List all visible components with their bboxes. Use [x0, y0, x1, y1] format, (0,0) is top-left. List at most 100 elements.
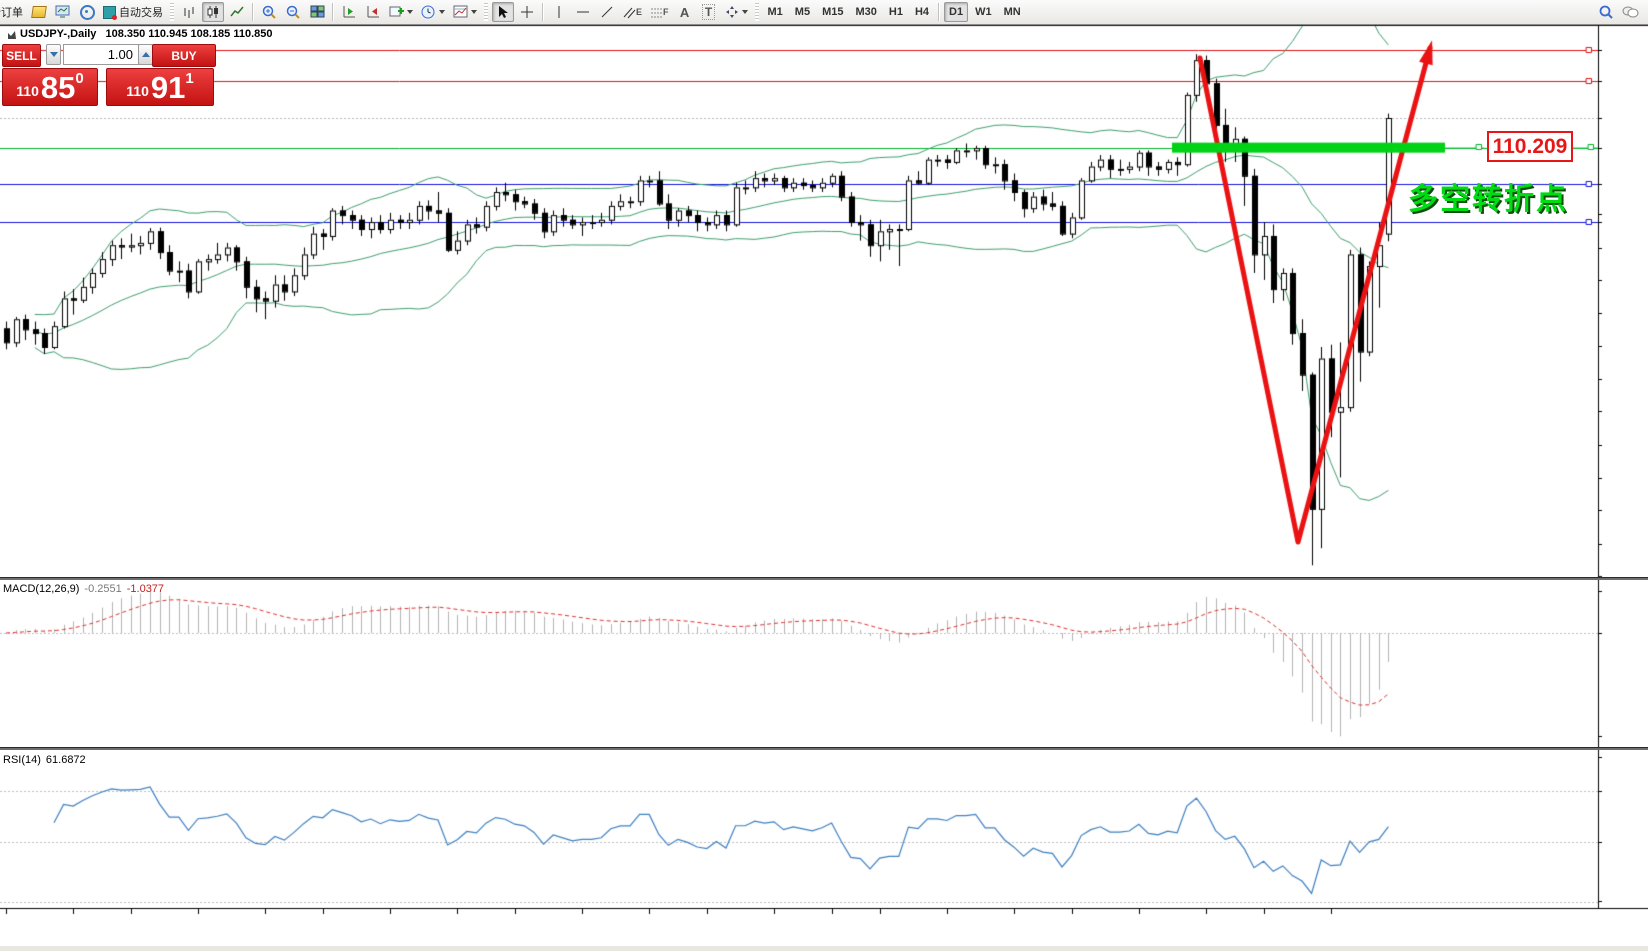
tile-windows-button[interactable]: [306, 2, 328, 22]
main-toolbar: 新订单 自动交易: [0, 0, 1648, 25]
buy-price-handle: 110: [126, 83, 149, 99]
toolbar-grip: [170, 3, 174, 21]
line-chart-icon: [230, 6, 244, 17]
autotrading-icon: [103, 5, 117, 20]
tf-m30-button[interactable]: M30: [855, 6, 877, 18]
vertical-line-icon: [558, 6, 560, 18]
order-history-icon[interactable]: [28, 2, 50, 22]
tf-m15-button[interactable]: M15: [822, 6, 844, 18]
trendline-icon: [601, 6, 613, 18]
arrows-icon: [725, 6, 738, 18]
text-tool-button[interactable]: A: [674, 2, 696, 22]
chat-button[interactable]: [1619, 2, 1642, 22]
dropdown-caret: [471, 10, 477, 14]
rsi-panel-splitter[interactable]: [0, 747, 1648, 750]
tf-h1-button[interactable]: H1: [888, 6, 903, 18]
candle-chart-icon: [207, 6, 218, 18]
hline-tool-button[interactable]: [572, 2, 594, 22]
bar-chart-button[interactable]: [178, 2, 200, 22]
fibonacci-tool-button[interactable]: F: [647, 2, 672, 22]
macd-main-value: -0.2551: [84, 583, 122, 595]
buy-button[interactable]: BUY: [152, 44, 216, 67]
monitor-icon: [55, 5, 70, 18]
toolbar-separator: [332, 3, 334, 21]
chart-window-icon: [8, 31, 16, 39]
crosshair-tool-button[interactable]: [516, 2, 538, 22]
profile-prev-button[interactable]: [362, 2, 384, 22]
sell-price-point: 0: [75, 70, 84, 87]
add-indicator-icon: [389, 6, 404, 17]
volume-down-button[interactable]: [46, 44, 61, 65]
new-order-label: 新订单: [0, 7, 23, 19]
add-indicator-button[interactable]: [386, 2, 416, 22]
zoom-out-icon: [286, 5, 300, 19]
tf-mn-button[interactable]: MN: [1003, 6, 1021, 18]
periods-button[interactable]: [418, 2, 448, 22]
symbol-period-label: USDJPY-,Daily: [20, 28, 97, 40]
dropdown-caret: [439, 10, 445, 14]
macd-signal-value: -1.0377: [126, 583, 165, 595]
fibonacci-tag: F: [663, 7, 669, 17]
channel-tool-button[interactable]: E: [620, 2, 645, 22]
market-watch-icon[interactable]: [52, 2, 74, 22]
toolbar-separator: [938, 3, 941, 21]
bar-chart-icon: [184, 7, 194, 18]
tf-w1-button[interactable]: W1: [975, 6, 992, 18]
autotrading-button[interactable]: 自动交易: [100, 2, 166, 22]
volume-up-button[interactable]: [138, 44, 153, 65]
chart-back-icon: [367, 6, 379, 18]
support-price-callout[interactable]: 110.209: [1487, 131, 1573, 162]
buy-price-button[interactable]: 110 91 1: [106, 68, 214, 106]
cursor-tool-button[interactable]: [492, 2, 514, 22]
down-triangle-icon: [49, 52, 58, 57]
line-chart-button[interactable]: [226, 2, 248, 22]
rsi-indicator-label: RSI(14) 61.6872: [3, 754, 86, 766]
tf-h4-button[interactable]: H4: [914, 6, 930, 18]
zoom-in-icon: [262, 5, 276, 19]
tf-m5-button[interactable]: M5: [794, 6, 811, 18]
buy-price-pips: 91: [150, 70, 186, 105]
clock-icon: [421, 5, 435, 18]
buy-price-point: 1: [185, 70, 194, 87]
macd-indicator-label: MACD(12,26,9) -0.2551 -1.0377: [3, 583, 165, 595]
search-icon: [1599, 5, 1613, 19]
toolbar-grip: [754, 3, 759, 21]
crosshair-icon: [521, 6, 533, 18]
toolbar-grip: [484, 3, 488, 21]
chart-title: USDJPY-,Daily 108.350 110.945 108.185 11…: [20, 28, 273, 40]
sell-price-handle: 110: [16, 83, 39, 99]
new-order-button[interactable]: 新订单: [0, 2, 26, 22]
chat-icon: [1622, 6, 1639, 18]
dropdown-caret: [741, 10, 748, 14]
text-label-tool-button[interactable]: T: [698, 2, 720, 22]
turning-point-annotation[interactable]: 多空转折点: [1408, 183, 1568, 216]
ohlc-values: 108.350 110.945 108.185 110.850: [105, 28, 273, 40]
channel-icon: [623, 7, 636, 18]
rsi-value: 61.6872: [45, 754, 86, 766]
tile-windows-icon: [310, 5, 324, 18]
tf-m1-button[interactable]: M1: [767, 6, 783, 18]
volume-input[interactable]: 1.00: [63, 44, 139, 65]
sell-price-button[interactable]: 110 85 0: [2, 68, 98, 106]
fibonacci-icon: [651, 8, 663, 17]
arrows-tool-button[interactable]: [722, 2, 751, 22]
macd-panel-splitter[interactable]: [0, 577, 1648, 580]
chart-forward-icon: [343, 6, 355, 18]
profile-next-button[interactable]: [338, 2, 360, 22]
templates-button[interactable]: [450, 2, 480, 22]
sell-button[interactable]: SELL: [2, 44, 41, 67]
toolbar-separator: [252, 3, 254, 21]
search-button[interactable]: [1595, 2, 1617, 22]
navigator-icon[interactable]: [76, 2, 98, 22]
tf-d1-button[interactable]: D1: [944, 2, 969, 22]
zoom-out-button[interactable]: [282, 2, 304, 22]
trendline-tool-button[interactable]: [596, 2, 618, 22]
candle-chart-button[interactable]: [202, 2, 224, 22]
vline-tool-button[interactable]: [548, 2, 570, 22]
channel-tag: E: [636, 7, 643, 17]
zoom-in-button[interactable]: [258, 2, 280, 22]
dropdown-caret: [407, 10, 413, 14]
window-bottom-edge: [0, 946, 1648, 951]
